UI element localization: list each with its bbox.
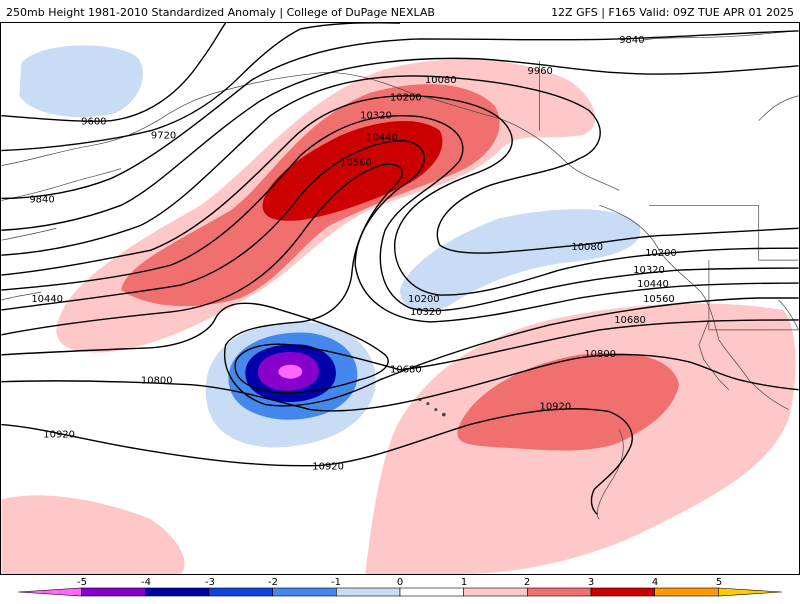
contour-10680 bbox=[1, 302, 799, 394]
contour-9600 bbox=[1, 23, 227, 122]
contour-label: 10080 bbox=[571, 242, 603, 253]
contour-10200 bbox=[1, 95, 799, 296]
contour-label: 9840 bbox=[29, 194, 54, 205]
colorbar-segment bbox=[654, 587, 719, 597]
contour-label: 9720 bbox=[151, 131, 176, 142]
map-panel: 9600 9720 9840 9840 9960 10080 10080 102… bbox=[0, 22, 800, 575]
contour-label: 10440 bbox=[637, 279, 669, 290]
pos-anomaly-se-mid bbox=[457, 352, 679, 451]
colorbar-tick-label: 2 bbox=[524, 577, 530, 588]
contour-label: 10440 bbox=[366, 133, 398, 144]
colorbar-segment bbox=[718, 587, 783, 597]
contour-9960 bbox=[1, 57, 799, 231]
contour-label: 10320 bbox=[410, 307, 442, 318]
height-contours bbox=[1, 23, 799, 515]
anomaly-shading bbox=[1, 45, 796, 574]
contour-label: 10680 bbox=[614, 315, 646, 326]
colorbar-svg: -5 -4 -3 -2 -1 0 1 2 3 4 5 bbox=[17, 577, 783, 597]
colorbar-legend: -5 -4 -3 -2 -1 0 1 2 3 4 5 bbox=[0, 575, 800, 600]
colorbar-segment bbox=[17, 587, 82, 597]
pos-anomaly-sw bbox=[1, 495, 185, 574]
colorbar-tick-label: 4 bbox=[652, 577, 658, 588]
contour-10800 bbox=[1, 353, 799, 412]
colorbar-tick-label: 0 bbox=[397, 577, 403, 588]
colorbar-tick-label: -3 bbox=[205, 577, 215, 588]
map-svg: 9600 9720 9840 9840 9960 10080 10080 102… bbox=[1, 23, 799, 574]
contour-10920 bbox=[1, 408, 633, 515]
colorbar-segment bbox=[590, 587, 655, 597]
run-info: 12Z GFS | F165 Valid: 09Z TUE APR 01 202… bbox=[551, 6, 794, 19]
cutoff-low-5sd bbox=[278, 364, 303, 379]
colorbar-segment bbox=[208, 587, 273, 597]
colorbar-tick-label: -5 bbox=[77, 577, 87, 588]
header: 250mb Height 1981-2010 Standardized Anom… bbox=[0, 0, 800, 22]
pos-anomaly-ridge-core bbox=[262, 120, 443, 221]
contour-label: 10200 bbox=[408, 294, 440, 305]
contour-label: 10800 bbox=[141, 376, 173, 387]
colorbar-bar bbox=[17, 587, 783, 597]
contour-label: 10320 bbox=[360, 111, 392, 122]
neg-anomaly-nw bbox=[19, 45, 143, 118]
colorbar-segment bbox=[145, 587, 210, 597]
colorbar-tick-label: -2 bbox=[268, 577, 278, 588]
contour-label: 10200 bbox=[645, 248, 677, 259]
map-title: 250mb Height 1981-2010 Standardized Anom… bbox=[6, 6, 435, 19]
contour-label: 10920 bbox=[312, 461, 344, 472]
colorbar-tick-label: -4 bbox=[141, 577, 151, 588]
colorbar-tick-label: 1 bbox=[461, 577, 467, 588]
contour-label: 10920 bbox=[43, 429, 75, 440]
contour-labels: 9600 9720 9840 9840 9960 10080 10080 102… bbox=[29, 35, 676, 472]
colorbar-tick-labels: -5 -4 -3 -2 -1 0 1 2 3 4 5 bbox=[77, 577, 722, 588]
contour-10320 bbox=[1, 115, 799, 312]
colorbar-tick-label: -1 bbox=[331, 577, 341, 588]
neg-anomaly-trough-east bbox=[400, 209, 641, 312]
contour-10440 bbox=[1, 139, 799, 323]
contour-10560 bbox=[1, 163, 799, 407]
contour-label: 9600 bbox=[81, 117, 106, 128]
colorbar-segment bbox=[463, 587, 528, 597]
contour-10080 bbox=[1, 75, 799, 256]
contour-label: 9840 bbox=[619, 35, 644, 46]
contour-9840 bbox=[1, 30, 799, 200]
contour-label: 10560 bbox=[643, 294, 675, 305]
colorbar-segment bbox=[81, 587, 146, 597]
colorbar-segment bbox=[527, 587, 592, 597]
contour-9720 bbox=[1, 23, 400, 152]
colorbar-segment bbox=[272, 587, 337, 597]
contour-label: 10560 bbox=[340, 157, 372, 168]
contour-label: 10680 bbox=[390, 365, 422, 376]
contour-label: 10920 bbox=[539, 402, 571, 413]
colorbar-tick-label: 3 bbox=[588, 577, 594, 588]
colorbar-segment bbox=[399, 587, 464, 597]
coastlines bbox=[1, 30, 799, 520]
contour-label: 10200 bbox=[390, 93, 422, 104]
colorbar-tick-label: 5 bbox=[716, 577, 722, 588]
contour-label: 9960 bbox=[528, 66, 553, 77]
contour-label: 10080 bbox=[425, 75, 457, 86]
contour-label: 10800 bbox=[584, 349, 616, 360]
colorbar-segment bbox=[336, 587, 401, 597]
contour-label: 10440 bbox=[31, 294, 63, 305]
contour-label: 10320 bbox=[633, 265, 665, 276]
